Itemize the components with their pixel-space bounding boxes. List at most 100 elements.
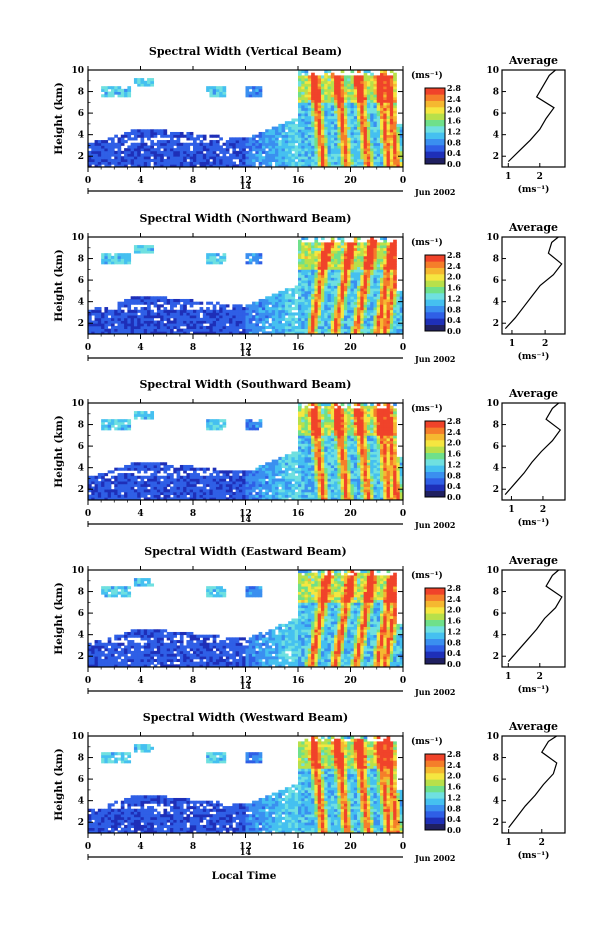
heatmap-cell	[288, 494, 292, 498]
heatmap-cell	[396, 325, 401, 330]
heatmap-cell	[383, 88, 387, 92]
heatmap-cell	[337, 304, 342, 308]
heatmap-cell	[183, 483, 187, 487]
heatmap-cell	[212, 304, 217, 308]
heatmap-cell	[383, 280, 387, 284]
heatmap-cell	[324, 277, 328, 281]
heatmap-cell	[363, 129, 368, 133]
heatmap-cell	[176, 158, 181, 163]
heatmap-cell	[186, 467, 191, 471]
heatmap-cell	[304, 467, 309, 471]
heatmap-cell	[140, 486, 145, 490]
heatmap-cell	[219, 88, 223, 92]
heatmap-cell	[327, 301, 332, 305]
heatmap-cell	[107, 94, 112, 98]
heatmap-cell	[383, 261, 387, 265]
heatmap-cell	[317, 126, 322, 130]
heatmap-cell	[255, 142, 260, 146]
heatmap-cell	[350, 83, 355, 87]
heatmap-cell	[261, 140, 266, 144]
heatmap-cell	[330, 253, 335, 257]
heatmap-cell	[137, 462, 141, 466]
heatmap-cell	[314, 323, 319, 327]
heatmap-cell	[343, 328, 348, 332]
heatmap-cell	[209, 309, 214, 313]
heatmap-cell	[183, 317, 187, 321]
heatmap-cell	[334, 118, 338, 122]
heatmap-cell	[199, 301, 204, 305]
heatmap-cell	[307, 462, 312, 466]
heatmap-cell	[389, 99, 394, 103]
heatmap-cell	[229, 312, 233, 316]
heatmap-cell	[209, 150, 214, 154]
heatmap-cell	[163, 470, 168, 474]
heatmap-cell	[176, 328, 181, 332]
heatmap-cell	[193, 467, 197, 471]
heatmap-cell	[275, 131, 279, 136]
heatmap-cell	[301, 427, 305, 431]
heatmap-cell	[357, 309, 361, 313]
heatmap-cell	[298, 253, 302, 257]
heatmap-cell	[317, 118, 322, 122]
heatmap-cell	[170, 475, 174, 479]
heatmap-cell	[271, 312, 276, 316]
heatmap-cell	[275, 153, 279, 157]
heatmap-cell	[330, 298, 335, 303]
heatmap-cell	[334, 134, 338, 138]
heatmap-cell	[97, 486, 102, 490]
heatmap-cell	[370, 315, 374, 319]
heatmap-cell	[366, 123, 371, 127]
heatmap-cell	[373, 263, 378, 268]
heatmap-cell	[301, 408, 305, 412]
heatmap-cell	[347, 107, 351, 111]
heatmap-cell	[393, 282, 397, 286]
heatmap-cell	[278, 312, 282, 316]
heatmap-cell	[304, 137, 309, 141]
heatmap-cell	[278, 325, 282, 330]
heatmap-cell	[238, 304, 243, 308]
heatmap-cell	[370, 282, 374, 286]
heatmap-cell	[153, 478, 158, 482]
heatmap-cell	[366, 102, 371, 106]
heatmap-cell	[393, 145, 397, 149]
heatmap-cell	[278, 456, 282, 460]
heatmap-cell	[248, 145, 253, 149]
heatmap-cell	[271, 317, 276, 321]
heatmap-cell	[114, 491, 118, 496]
heatmap-cell	[258, 261, 263, 265]
heatmap-cell	[206, 161, 210, 165]
heatmap-cell	[252, 325, 256, 330]
heatmap-cell	[301, 83, 305, 87]
heatmap-cell	[334, 277, 338, 281]
heatmap-cell	[186, 491, 191, 496]
heatmap-cell	[327, 140, 332, 144]
heatmap-cell	[314, 137, 319, 141]
heatmap-cell	[357, 323, 361, 327]
heatmap-cell	[206, 261, 210, 265]
heatmap-cell	[261, 134, 266, 138]
heatmap-cell	[294, 285, 299, 289]
heatmap-cell	[337, 315, 342, 319]
heatmap-cell	[271, 462, 276, 466]
heatmap-cell	[275, 145, 279, 149]
heatmap-cell	[173, 491, 177, 496]
heatmap-cell	[127, 486, 132, 490]
heatmap-cell	[209, 140, 214, 144]
heatmap-cell	[363, 142, 368, 146]
heatmap-cell	[104, 473, 109, 477]
heatmap-cell	[288, 123, 292, 127]
heatmap-cell	[360, 309, 365, 313]
heatmap-cell	[317, 331, 322, 335]
heatmap-cell	[386, 123, 391, 127]
heatmap-cell	[255, 145, 260, 149]
heatmap-cell	[360, 150, 365, 154]
heatmap-cell	[373, 328, 378, 332]
heatmap-cell	[206, 494, 210, 498]
heatmap-cell	[383, 285, 387, 289]
heatmap-cell	[268, 315, 273, 319]
heatmap-cell	[304, 481, 309, 485]
heatmap-cell	[370, 94, 374, 98]
heatmap-cell	[399, 153, 404, 157]
heatmap-cell	[311, 75, 315, 79]
heatmap-cell	[307, 245, 312, 249]
